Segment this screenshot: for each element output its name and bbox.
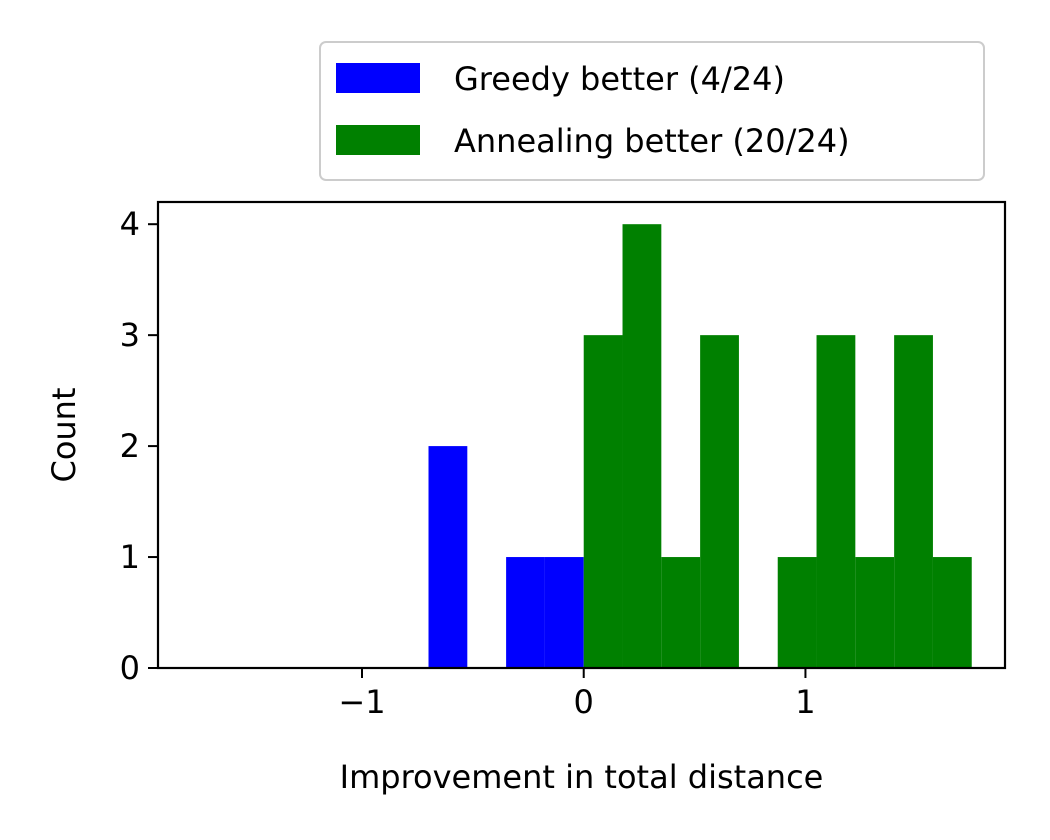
x-axis: −1 0 1 bbox=[338, 668, 816, 721]
legend-swatch-greedy bbox=[336, 63, 420, 93]
y-tick-label: 4 bbox=[120, 205, 140, 243]
legend-label-greedy: Greedy better (4/24) bbox=[454, 60, 785, 98]
y-tick-label: 3 bbox=[120, 316, 140, 354]
legend-frame bbox=[319, 41, 985, 181]
x-tick-label: −1 bbox=[338, 683, 385, 721]
annealing-bar-0 bbox=[583, 335, 623, 668]
annealing-bar-5 bbox=[816, 335, 856, 668]
greedy-bar-0 bbox=[428, 446, 468, 668]
annealing-bar-7 bbox=[894, 335, 933, 668]
annealing-bar-3 bbox=[700, 335, 739, 668]
legend-label-annealing: Annealing better (20/24) bbox=[454, 122, 850, 160]
x-tick-label: 0 bbox=[574, 683, 594, 721]
greedy-bar-1 bbox=[506, 557, 545, 668]
y-axis: 0 1 2 3 4 bbox=[120, 205, 158, 687]
annealing-bar-8 bbox=[932, 557, 972, 668]
annealing-bar-4 bbox=[777, 557, 817, 668]
annealing-bar-2 bbox=[661, 557, 701, 668]
x-tick-label: 1 bbox=[795, 683, 815, 721]
y-tick-label: 0 bbox=[120, 649, 140, 687]
legend: Greedy better (4/24) Annealing better (2… bbox=[319, 41, 985, 181]
annealing-bar-6 bbox=[855, 557, 895, 668]
annealing-bar-1 bbox=[622, 224, 662, 668]
plot-area-frame bbox=[156, 200, 1007, 670]
greedy-bar-2 bbox=[544, 557, 584, 668]
legend-swatch-annealing bbox=[336, 125, 420, 155]
x-axis-label: Improvement in total distance bbox=[340, 758, 824, 796]
y-tick-label: 2 bbox=[120, 427, 140, 465]
bars-layer bbox=[428, 224, 972, 668]
y-axis-label: Count bbox=[45, 387, 83, 482]
y-tick-label: 1 bbox=[120, 538, 140, 576]
